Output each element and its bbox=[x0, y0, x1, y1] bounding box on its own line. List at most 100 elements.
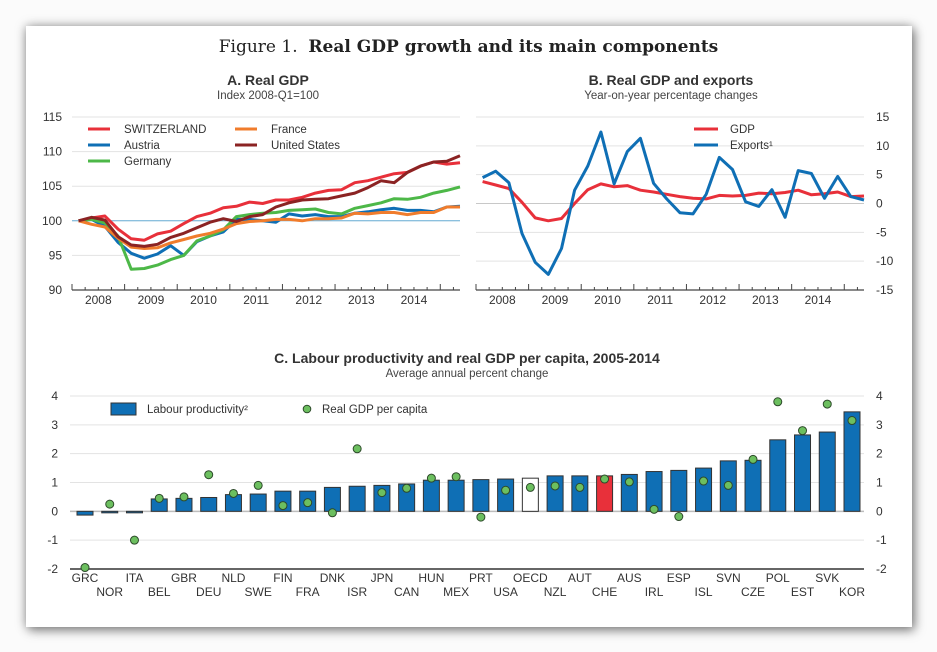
marker-svn bbox=[723, 480, 733, 490]
legend-label: Austria bbox=[124, 140, 160, 152]
figure-title-text: Real GDP growth and its main components bbox=[308, 37, 719, 57]
marker-isl bbox=[699, 476, 709, 486]
x-tick-label: NZL bbox=[544, 585, 567, 599]
x-tick-label: ITA bbox=[126, 571, 144, 585]
figure-prefix: Figure 1. bbox=[218, 37, 298, 57]
series-line-gdp bbox=[482, 180, 865, 223]
legend-swatch-marker bbox=[302, 404, 312, 414]
x-tick-label: POL bbox=[766, 571, 790, 585]
marker-deu bbox=[204, 470, 214, 480]
y-tick-label: 110 bbox=[43, 145, 62, 159]
y-tick-label-right: 2 bbox=[876, 447, 883, 461]
marker-gbr bbox=[179, 492, 189, 502]
bar-mex bbox=[447, 479, 465, 512]
y-tick-label: 90 bbox=[49, 283, 63, 297]
y-tick-label-right: 3 bbox=[876, 418, 883, 432]
marker-esp bbox=[674, 512, 684, 522]
y-tick-label: 105 bbox=[42, 179, 62, 193]
y-tick-label-left: 2 bbox=[51, 447, 58, 461]
x-tick-label: FIN bbox=[273, 571, 292, 585]
x-tick-label: 2010 bbox=[594, 293, 621, 307]
bar-cze bbox=[744, 459, 762, 512]
marker-pol bbox=[773, 397, 783, 407]
y-tick-label-left: 1 bbox=[51, 476, 58, 490]
y-tick-label-left: 4 bbox=[51, 389, 58, 403]
bar-kor bbox=[843, 411, 861, 512]
marker-nzl bbox=[550, 481, 560, 491]
marker-aut bbox=[575, 482, 585, 492]
marker-usa bbox=[501, 485, 511, 495]
chart-title: C. Labour productivity and real GDP per … bbox=[274, 350, 660, 366]
x-tick-label: CZE bbox=[741, 585, 765, 599]
chart-title: A. Real GDP bbox=[227, 72, 309, 88]
marker-che bbox=[600, 474, 610, 484]
y-tick-label: 0 bbox=[876, 197, 883, 211]
marker-aus bbox=[624, 477, 634, 487]
y-tick-label: -5 bbox=[876, 225, 887, 239]
bar-isr bbox=[348, 485, 366, 512]
x-tick-label: 2008 bbox=[489, 293, 516, 307]
bar-pol bbox=[769, 439, 787, 512]
x-tick-label: 2012 bbox=[699, 293, 726, 307]
x-tick-label: MEX bbox=[443, 585, 469, 599]
y-tick-label-right: 0 bbox=[876, 504, 883, 518]
bar-usa bbox=[497, 478, 515, 512]
y-tick-label-left: -2 bbox=[47, 562, 58, 576]
chart-title: B. Real GDP and exports bbox=[589, 72, 754, 88]
legend: Labour productivity² Real GDP per capita bbox=[110, 402, 428, 416]
marker-cze bbox=[748, 454, 758, 464]
x-tick-label: PRT bbox=[469, 571, 493, 585]
y-tick-label-right: 1 bbox=[876, 476, 883, 490]
y-tick-label: 15 bbox=[876, 110, 890, 124]
x-tick-label: KOR bbox=[839, 585, 865, 599]
y-tick-label-left: 3 bbox=[51, 418, 58, 432]
legend-label: SWITZERLAND bbox=[124, 124, 206, 136]
bar-dnk bbox=[323, 486, 341, 512]
x-tick-label: 2012 bbox=[295, 293, 322, 307]
x-tick-label: 2010 bbox=[190, 293, 217, 307]
marker-dnk bbox=[327, 508, 337, 518]
x-tick-label: 2009 bbox=[138, 293, 165, 307]
y-tick-label-left: 0 bbox=[51, 504, 58, 518]
legend-swatch-bar bbox=[110, 402, 137, 416]
bar-nor bbox=[101, 510, 119, 514]
x-tick-label: SWE bbox=[245, 585, 272, 599]
x-tick-label: BEL bbox=[148, 585, 171, 599]
x-tick-label: CAN bbox=[394, 585, 419, 599]
series-line-switzerland bbox=[78, 160, 461, 242]
marker-isr bbox=[352, 444, 362, 454]
marker-ita bbox=[129, 535, 139, 545]
bar-esp bbox=[670, 469, 688, 512]
x-tick-label: 2011 bbox=[243, 293, 269, 307]
chart-subtitle: Year-on-year percentage changes bbox=[584, 90, 758, 102]
legend-label: Germany bbox=[124, 156, 172, 168]
x-tick-label: NLD bbox=[221, 571, 245, 585]
x-tick-label: DNK bbox=[320, 571, 345, 585]
x-tick-label: 2009 bbox=[542, 293, 569, 307]
y-tick-label: 10 bbox=[876, 139, 890, 153]
marker-can bbox=[402, 483, 412, 493]
chart-a: A. Real GDP Index 2008-Q1=100 90 95 100 105 11… bbox=[42, 72, 461, 307]
x-tick-label: USA bbox=[493, 585, 518, 599]
y-tick-label: 5 bbox=[876, 168, 883, 182]
legend-label: Real GDP per capita bbox=[322, 404, 428, 416]
marker-prt bbox=[476, 512, 486, 522]
series-line-united-states bbox=[78, 154, 461, 248]
x-tick-label: NOR bbox=[96, 585, 123, 599]
x-tick-label: FRA bbox=[296, 585, 320, 599]
marker-nor bbox=[105, 499, 115, 509]
marker-bel bbox=[154, 493, 164, 503]
series-line-germany bbox=[78, 185, 461, 271]
marker-kor bbox=[847, 416, 857, 426]
x-tick-label: GBR bbox=[171, 571, 197, 585]
x-tick-label: 2013 bbox=[348, 293, 375, 307]
x-tick-label: DEU bbox=[196, 585, 221, 599]
x-tick-label: AUT bbox=[568, 571, 593, 585]
bar-hun bbox=[422, 479, 440, 512]
y-tick-label-right: 4 bbox=[876, 389, 883, 403]
legend-label: GDP bbox=[730, 124, 755, 136]
marker-svk bbox=[822, 399, 832, 409]
x-tick-label: ESP bbox=[667, 571, 691, 585]
y-tick-label: -10 bbox=[876, 254, 894, 268]
